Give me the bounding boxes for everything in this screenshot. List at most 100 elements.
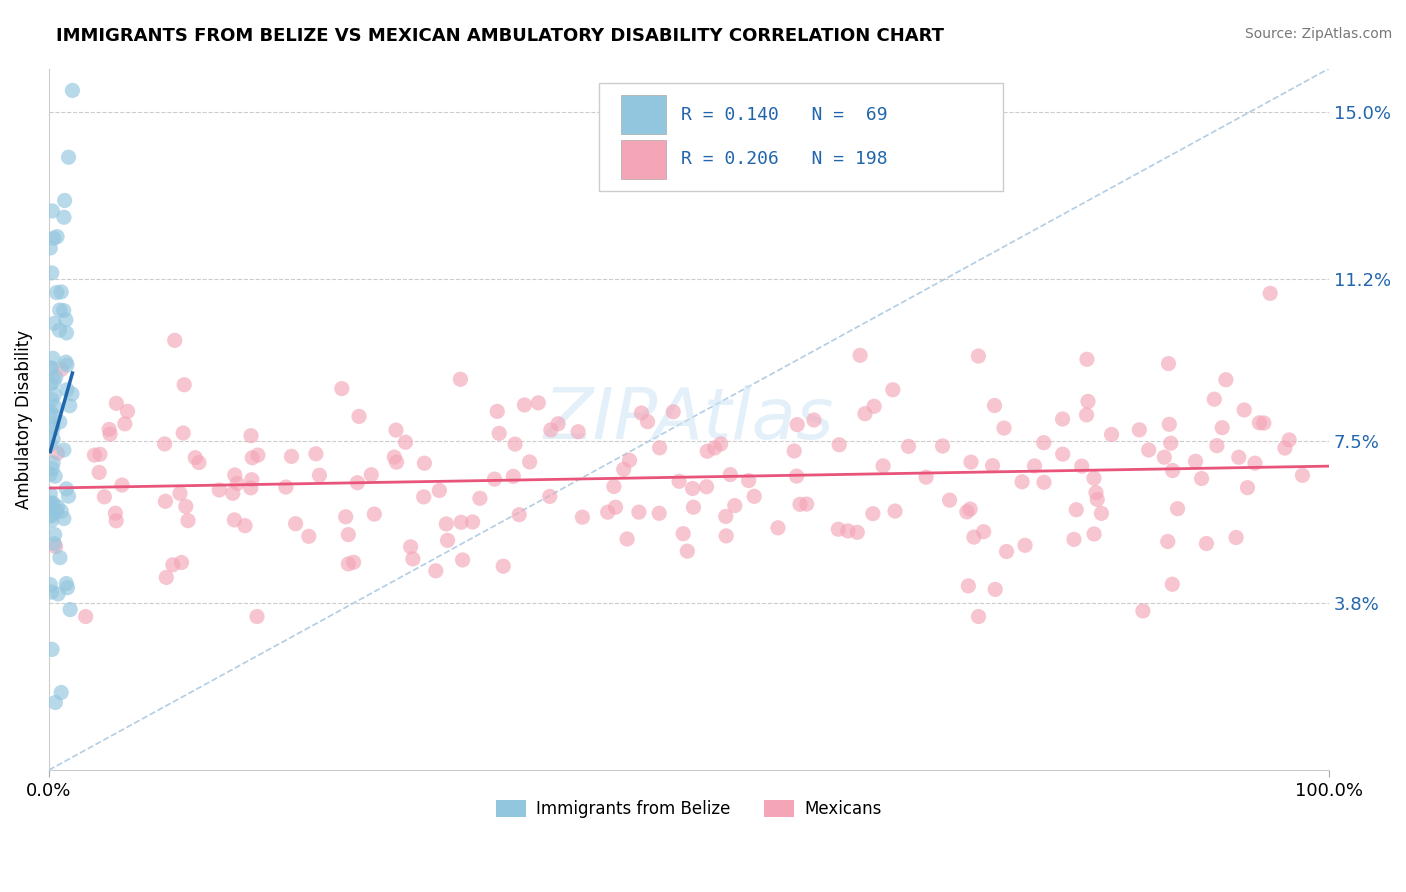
Point bbox=[42, 351, 65, 366]
Point bbox=[363, 507, 385, 521]
Point bbox=[538, 489, 561, 503]
Point bbox=[1052, 412, 1074, 426]
Point bbox=[305, 447, 328, 461]
Point bbox=[710, 437, 733, 451]
Point bbox=[104, 506, 127, 520]
Point bbox=[718, 467, 741, 482]
Point bbox=[44, 317, 66, 331]
Point bbox=[1225, 531, 1247, 545]
Point bbox=[1083, 471, 1105, 485]
Point bbox=[173, 377, 195, 392]
Point bbox=[48, 323, 70, 337]
Point bbox=[52, 511, 75, 525]
Point bbox=[742, 489, 765, 503]
Point bbox=[385, 455, 408, 469]
FancyBboxPatch shape bbox=[621, 95, 666, 134]
Point bbox=[967, 349, 990, 363]
Point bbox=[486, 404, 509, 418]
Point bbox=[46, 229, 69, 244]
Point bbox=[45, 285, 67, 300]
Point bbox=[347, 409, 370, 424]
Point bbox=[1258, 286, 1281, 301]
Point bbox=[105, 514, 128, 528]
Point bbox=[39, 467, 62, 482]
Text: IMMIGRANTS FROM BELIZE VS MEXICAN AMBULATORY DISABILITY CORRELATION CHART: IMMIGRANTS FROM BELIZE VS MEXICAN AMBULA… bbox=[56, 27, 945, 45]
Point bbox=[49, 550, 72, 565]
Point bbox=[897, 439, 920, 453]
Point bbox=[41, 508, 63, 523]
Point bbox=[1159, 417, 1181, 432]
Point bbox=[59, 399, 82, 413]
Point bbox=[56, 358, 79, 372]
Point bbox=[58, 150, 80, 164]
Point bbox=[957, 579, 980, 593]
Point bbox=[155, 570, 177, 584]
Point bbox=[1274, 441, 1296, 455]
Point bbox=[1233, 403, 1256, 417]
Point bbox=[1070, 459, 1092, 474]
Point bbox=[55, 355, 77, 369]
Point bbox=[981, 458, 1004, 473]
Point bbox=[513, 398, 536, 412]
Point bbox=[827, 522, 849, 536]
Point bbox=[83, 448, 105, 462]
Point bbox=[42, 418, 65, 433]
Point bbox=[53, 194, 76, 208]
Point bbox=[786, 417, 808, 432]
Point bbox=[1032, 435, 1054, 450]
Point bbox=[1167, 501, 1189, 516]
Point bbox=[571, 510, 593, 524]
Point bbox=[1236, 481, 1258, 495]
Point bbox=[39, 500, 62, 514]
Point bbox=[488, 426, 510, 441]
Point bbox=[246, 609, 269, 624]
Point bbox=[45, 505, 67, 519]
Text: R = 0.206   N = 198: R = 0.206 N = 198 bbox=[682, 150, 889, 169]
Point bbox=[1083, 527, 1105, 541]
Point bbox=[682, 500, 704, 515]
Point bbox=[89, 447, 111, 461]
Point bbox=[1278, 433, 1301, 447]
Point bbox=[995, 544, 1018, 558]
Point bbox=[44, 537, 66, 551]
Point bbox=[1064, 502, 1087, 516]
Point bbox=[1132, 604, 1154, 618]
Point bbox=[42, 231, 65, 245]
Point bbox=[1157, 534, 1180, 549]
Point bbox=[786, 469, 808, 483]
Point bbox=[222, 486, 245, 500]
Point bbox=[240, 428, 263, 442]
Point bbox=[915, 470, 938, 484]
Point bbox=[170, 556, 193, 570]
Point bbox=[956, 505, 979, 519]
Point bbox=[959, 502, 981, 516]
Point bbox=[436, 533, 458, 548]
Point bbox=[284, 516, 307, 531]
Point bbox=[39, 487, 62, 501]
Point bbox=[402, 552, 425, 566]
Point bbox=[508, 508, 530, 522]
Point bbox=[973, 524, 995, 539]
Point bbox=[274, 480, 297, 494]
Point bbox=[385, 423, 408, 437]
Point bbox=[603, 479, 626, 493]
Point bbox=[427, 483, 450, 498]
Point bbox=[105, 396, 128, 410]
Point bbox=[59, 602, 82, 616]
Point bbox=[1077, 394, 1099, 409]
Point bbox=[233, 518, 256, 533]
Point bbox=[468, 491, 491, 506]
Point bbox=[42, 375, 65, 389]
Point bbox=[280, 450, 302, 464]
Point bbox=[450, 516, 472, 530]
Point bbox=[1157, 357, 1180, 371]
FancyBboxPatch shape bbox=[621, 140, 666, 178]
Point bbox=[360, 467, 382, 482]
Point bbox=[44, 527, 66, 541]
Point bbox=[41, 392, 63, 407]
Point bbox=[246, 448, 269, 462]
Point bbox=[75, 609, 97, 624]
Point bbox=[184, 450, 207, 465]
FancyBboxPatch shape bbox=[599, 83, 1002, 191]
Point bbox=[703, 441, 725, 455]
